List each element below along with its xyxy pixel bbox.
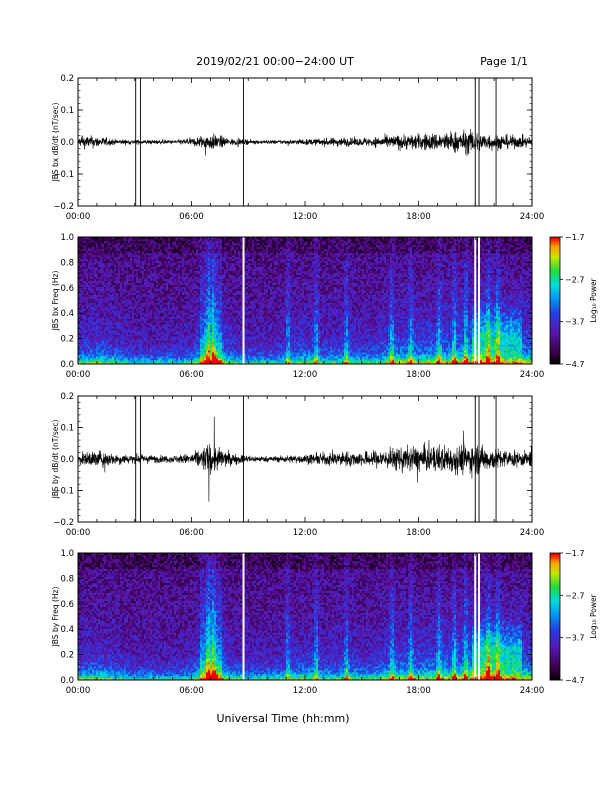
y-tick-label: 0.8 bbox=[60, 258, 74, 268]
y-axis-title: JBS by Freq (Hz) bbox=[51, 587, 60, 648]
x-tick-label: 00:00 bbox=[66, 686, 91, 696]
colorbar-tick-label: −4.7 bbox=[565, 360, 584, 369]
signal-trace bbox=[78, 128, 532, 156]
y-tick-label: 0.2 bbox=[60, 651, 74, 661]
y-tick-label: 0.2 bbox=[60, 335, 74, 345]
y-axis-title: JBS by dB/dt (nT/sec) bbox=[51, 420, 60, 500]
colorbar-tick-label: −3.7 bbox=[565, 318, 584, 327]
y-tick-label: 0.2 bbox=[60, 392, 74, 402]
colorbar-tick-label: −3.7 bbox=[565, 634, 584, 643]
y-tick-label: 0.0 bbox=[60, 360, 74, 370]
colorbar-tick-label: −4.7 bbox=[565, 676, 584, 685]
colorbar-tick-label: −2.7 bbox=[565, 591, 584, 600]
colorbar-title: Log₁₀ Power bbox=[589, 277, 598, 322]
x-tick-label: 12:00 bbox=[293, 686, 318, 696]
data-gap bbox=[242, 553, 245, 680]
y-tick-label: 0.2 bbox=[60, 74, 74, 84]
x-tick-label: 24:00 bbox=[520, 686, 545, 696]
data-gap bbox=[242, 237, 245, 364]
y-tick-label: 1.0 bbox=[60, 549, 74, 559]
x-tick-label: 00:00 bbox=[66, 528, 91, 538]
x-tick-label: 06:00 bbox=[179, 212, 204, 222]
y-tick-label: 0.4 bbox=[60, 309, 74, 319]
x-tick-label: 00:00 bbox=[66, 212, 91, 222]
y-tick-label: 0.1 bbox=[60, 106, 74, 116]
y-axis-title: JBS bx Freq (Hz) bbox=[51, 271, 60, 332]
y-tick-label: −0.2 bbox=[53, 518, 74, 528]
y-tick-label: 0.6 bbox=[60, 284, 74, 294]
colorbar-frame bbox=[549, 552, 561, 681]
colorbar: −1.7 −2.7 −3.7 −4.7 Log₁₀ Power bbox=[549, 549, 598, 685]
figure-title: 2019/02/21 00:00−24:00 UT bbox=[196, 55, 354, 68]
y-tick-label: 0.8 bbox=[60, 574, 74, 584]
y-tick-label: 0.0 bbox=[60, 138, 74, 148]
data-gap bbox=[478, 237, 481, 364]
x-tick-label: 24:00 bbox=[520, 528, 545, 538]
x-tick-label: 12:00 bbox=[293, 528, 318, 538]
spectrogram-panel-3: 1.0 0.8 0.6 0.4 0.2 0.0 JBS by Freq (Hz) 00:00 0… bbox=[51, 549, 598, 696]
page-indicator: Page 1/1 bbox=[480, 55, 528, 68]
colorbar-tick-label: −2.7 bbox=[565, 275, 584, 284]
x-tick-label: 06:00 bbox=[179, 528, 204, 538]
x-axis-title: Universal Time (hh:mm) bbox=[217, 712, 350, 725]
spectrogram-panel-1: 1.0 0.8 0.6 0.4 0.2 0.0 JBS bx Freq (Hz) 00:00 0… bbox=[51, 233, 598, 380]
data-gap bbox=[474, 237, 477, 364]
y-tick-label: 0.0 bbox=[60, 455, 74, 465]
y-tick-label: 0.4 bbox=[60, 625, 74, 635]
y-tick-label: 0.1 bbox=[60, 424, 74, 434]
y-tick-label: 1.0 bbox=[60, 233, 74, 243]
timeseries-panel-2: 0.2 0.1 0.0 −0.1 −0.2 JBS by dB/dt (nT/sec) 00… bbox=[51, 392, 544, 538]
colorbar-tick-label: −1.7 bbox=[565, 549, 584, 558]
colorbar-frame bbox=[549, 236, 561, 365]
x-tick-label: 06:00 bbox=[179, 686, 204, 696]
x-tick-label: 12:00 bbox=[293, 212, 318, 222]
colorbar-title: Log₁₀ Power bbox=[589, 593, 598, 638]
y-tick-label: −0.1 bbox=[53, 170, 74, 180]
x-tick-label: 24:00 bbox=[520, 370, 545, 380]
signal-trace bbox=[78, 416, 532, 502]
x-tick-label: 06:00 bbox=[179, 370, 204, 380]
y-tick-label: −0.1 bbox=[53, 487, 74, 497]
chart-panels: 0.2 0.1 0.0 −0.1 −0.2 JBS bx dB/dt (nT/sec) 00… bbox=[51, 74, 598, 696]
y-axis-title: JBS bx dB/dt (nT/sec) bbox=[51, 103, 60, 183]
timeseries-panel-0: 0.2 0.1 0.0 −0.1 −0.2 JBS bx dB/dt (nT/sec) 00… bbox=[51, 74, 544, 222]
x-tick-label: 18:00 bbox=[406, 528, 431, 538]
colorbar-tick-label: −1.7 bbox=[565, 233, 584, 242]
y-tick-label: −0.2 bbox=[53, 202, 74, 212]
x-tick-label: 12:00 bbox=[293, 370, 318, 380]
x-tick-label: 18:00 bbox=[406, 686, 431, 696]
x-tick-label: 18:00 bbox=[406, 370, 431, 380]
x-tick-label: 00:00 bbox=[66, 370, 91, 380]
x-tick-label: 24:00 bbox=[520, 212, 545, 222]
x-tick-label: 18:00 bbox=[406, 212, 431, 222]
y-tick-label: 0.0 bbox=[60, 676, 74, 686]
data-gap bbox=[474, 553, 477, 680]
data-gap bbox=[478, 553, 481, 680]
y-tick-label: 0.6 bbox=[60, 600, 74, 610]
colorbar: −1.7 −2.7 −3.7 −4.7 Log₁₀ Power bbox=[549, 233, 598, 369]
